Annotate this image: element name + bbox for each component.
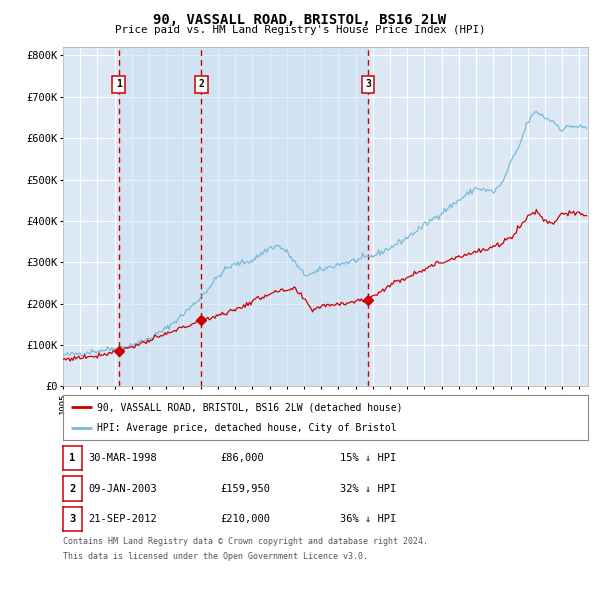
Text: 36% ↓ HPI: 36% ↓ HPI [340, 514, 397, 524]
Bar [119, 47, 201, 386]
Text: 1: 1 [70, 453, 76, 463]
Text: Contains HM Land Registry data © Crown copyright and database right 2024.: Contains HM Land Registry data © Crown c… [63, 537, 428, 546]
Text: 2: 2 [198, 80, 204, 90]
Text: £86,000: £86,000 [220, 453, 264, 463]
Text: HPI: Average price, detached house, City of Bristol: HPI: Average price, detached house, City… [97, 422, 397, 432]
Text: 2: 2 [70, 484, 76, 493]
Text: 09-JAN-2003: 09-JAN-2003 [88, 484, 157, 493]
Text: 32% ↓ HPI: 32% ↓ HPI [340, 484, 397, 493]
Text: 1: 1 [116, 80, 122, 90]
Text: 15% ↓ HPI: 15% ↓ HPI [340, 453, 397, 463]
Text: 3: 3 [70, 514, 76, 524]
Text: Price paid vs. HM Land Registry's House Price Index (HPI): Price paid vs. HM Land Registry's House … [115, 25, 485, 35]
Text: 21-SEP-2012: 21-SEP-2012 [88, 514, 157, 524]
Text: 90, VASSALL ROAD, BRISTOL, BS16 2LW (detached house): 90, VASSALL ROAD, BRISTOL, BS16 2LW (det… [97, 402, 403, 412]
Text: 90, VASSALL ROAD, BRISTOL, BS16 2LW: 90, VASSALL ROAD, BRISTOL, BS16 2LW [154, 13, 446, 27]
Text: £159,950: £159,950 [220, 484, 270, 493]
Bar [201, 47, 368, 386]
Text: 30-MAR-1998: 30-MAR-1998 [88, 453, 157, 463]
Text: 3: 3 [365, 80, 371, 90]
Text: This data is licensed under the Open Government Licence v3.0.: This data is licensed under the Open Gov… [63, 552, 368, 561]
Text: £210,000: £210,000 [220, 514, 270, 524]
